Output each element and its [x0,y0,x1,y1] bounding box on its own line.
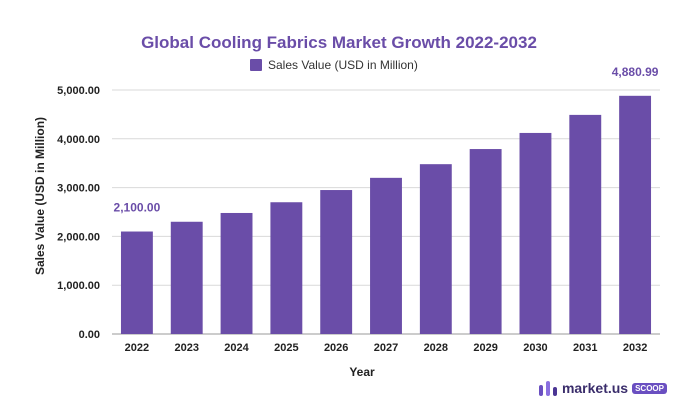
y-tick-label: 5,000.00 [57,85,100,97]
bar [270,202,303,334]
x-tick-label: 2024 [224,342,249,354]
market-us-logo-icon [538,379,558,397]
logo-badge: SCOOP [632,382,667,394]
x-tick-label: 2023 [174,342,198,354]
legend-label: Sales Value (USD in Million) [268,58,418,72]
bar [419,164,452,334]
x-tick-label: 2026 [324,342,348,354]
x-tick-label: 2025 [274,342,298,354]
data-label: 4,880.99 [612,65,659,79]
x-tick-label: 2028 [424,342,448,354]
x-tick-label: 2027 [374,342,398,354]
x-axis-label: Year [349,365,375,379]
bar [120,231,153,334]
y-tick-label: 2,000.00 [57,231,100,243]
bar [469,149,502,334]
bar [370,177,402,334]
data-labels: 2,100.00 4,880.99 [114,65,659,215]
y-axis-label: Sales Value (USD in Million) [33,117,47,275]
bar [170,221,203,334]
y-tick-label: 0.00 [79,329,100,341]
y-axis-ticks: 0.00 1,000.00 2,000.00 3,000.00 4,000.00 5,00… [57,85,100,341]
bar [619,95,652,335]
legend: Sales Value (USD in Million) [250,58,418,72]
market-us-logo: market.us SCOOP [538,379,667,397]
bar [220,212,253,334]
chart-title: Global Cooling Fabrics Market Growth 202… [141,33,537,52]
bar [569,114,602,334]
x-tick-label: 2030 [523,342,547,354]
bar [320,190,353,334]
x-tick-label: 2032 [623,342,647,354]
x-tick-label: 2022 [125,342,149,354]
legend-swatch [250,59,262,71]
y-tick-label: 4,000.00 [57,134,100,146]
data-label: 2,100.00 [114,201,161,215]
x-axis-ticks: 2022 2023 2024 2025 2026 2027 2028 2029 2030 2031… [125,342,648,354]
x-tick-label: 2029 [473,342,497,354]
x-tick-label: 2031 [573,342,597,354]
logo-brand-text: market.us [561,380,629,396]
y-tick-label: 3,000.00 [57,183,100,195]
bars [120,95,652,335]
bar [519,132,552,334]
y-tick-label: 1,000.00 [57,280,100,292]
